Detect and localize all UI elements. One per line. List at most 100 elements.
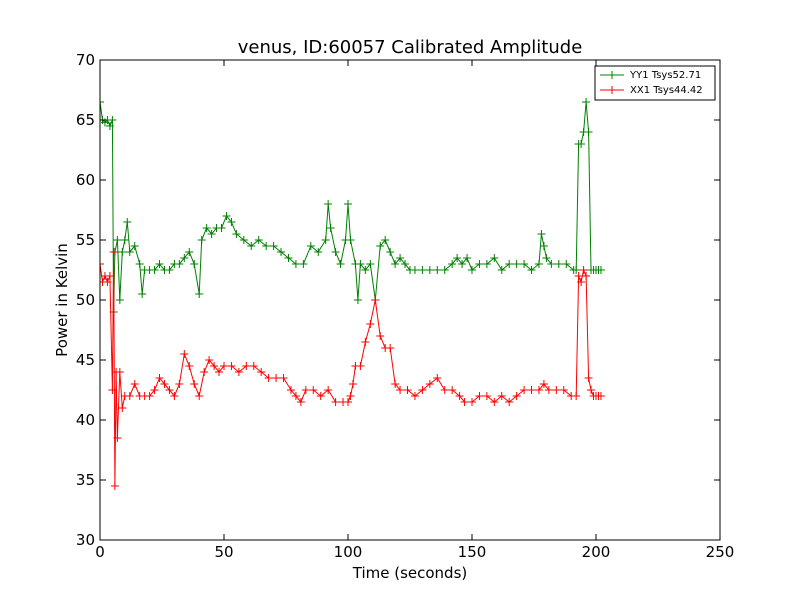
data-point [577, 278, 586, 286]
data-point [468, 398, 476, 406]
data-point [577, 140, 586, 148]
data-point [125, 392, 134, 400]
data-point [324, 386, 333, 394]
data-point [537, 230, 546, 238]
data-point [527, 386, 536, 394]
data-point [205, 356, 214, 364]
data-point [490, 398, 499, 406]
y-tick-label: 70 [76, 51, 95, 69]
data-point [324, 200, 333, 208]
data-point [520, 386, 529, 394]
data-point [376, 332, 385, 340]
data-point [410, 392, 419, 400]
data-point [105, 272, 114, 280]
data-point [433, 266, 442, 274]
plot-area [100, 98, 605, 490]
data-point [155, 260, 164, 268]
data-point [195, 290, 204, 298]
data-point [596, 392, 605, 400]
plot-frame [99, 59, 721, 541]
data-point [539, 242, 548, 250]
data-point [448, 386, 457, 394]
data-point [100, 98, 104, 106]
data-point [371, 296, 380, 304]
data-point [220, 362, 228, 370]
data-point [579, 266, 588, 274]
data-point [232, 230, 241, 238]
data-point [279, 374, 288, 382]
data-point [100, 260, 104, 268]
data-point [105, 122, 114, 130]
data-point [460, 398, 469, 406]
axis-ticks: 0 50 100 150 200 250 30 35 40 45 50 55 60 65 70 [76, 51, 734, 561]
data-point [291, 260, 300, 268]
data-point [316, 392, 325, 400]
data-point [505, 260, 514, 268]
data-point [344, 398, 352, 406]
data-point [118, 404, 127, 412]
data-point [269, 242, 278, 250]
data-point [356, 260, 365, 268]
y-axis-label: Power in Kelvin [53, 243, 71, 357]
data-point [448, 260, 457, 268]
data-point [410, 266, 419, 274]
data-point [309, 386, 318, 394]
data-point [145, 392, 154, 400]
data-point [418, 266, 427, 274]
data-point [165, 266, 174, 274]
data-point [391, 380, 400, 388]
x-tick-label: 50 [214, 543, 233, 561]
data-point [356, 362, 365, 370]
legend-marker-yy1 [608, 71, 616, 79]
data-point [331, 248, 340, 256]
data-point [234, 368, 243, 376]
data-point [115, 296, 124, 304]
data-point [534, 386, 543, 394]
data-point [490, 254, 499, 262]
data-point [150, 386, 159, 394]
data-point [242, 362, 251, 370]
data-point [376, 242, 385, 250]
data-point [482, 392, 491, 400]
data-point [175, 260, 184, 268]
data-point [425, 380, 434, 388]
data-point [440, 386, 449, 394]
data-point [596, 266, 605, 274]
data-point [299, 260, 308, 268]
data-point [277, 248, 286, 256]
legend-box [594, 65, 716, 101]
data-point [207, 230, 216, 238]
data-point [366, 260, 375, 268]
data-point [247, 242, 256, 250]
data-point [587, 386, 596, 394]
data-point [403, 386, 412, 394]
data-point [386, 248, 395, 256]
legend-marker-xx1 [608, 86, 616, 94]
data-point [195, 392, 204, 400]
data-point [361, 338, 370, 346]
data-point [321, 236, 330, 244]
series-group [100, 98, 605, 490]
data-point [222, 212, 231, 220]
data-point [286, 386, 295, 394]
data-point [512, 392, 521, 400]
data-point [113, 434, 122, 442]
data-point [582, 98, 591, 106]
data-point [353, 296, 362, 304]
data-point [584, 128, 593, 136]
data-point [175, 380, 184, 388]
data-point [185, 248, 194, 256]
data-point [108, 386, 117, 394]
data-point [113, 236, 122, 244]
data-point [326, 224, 335, 232]
x-tick-label: 150 [458, 543, 487, 561]
data-point [344, 200, 352, 208]
data-point [190, 260, 199, 268]
data-point [103, 278, 112, 286]
data-point [197, 236, 206, 244]
data-point [272, 374, 281, 382]
legend: YY1 Tsys52.71 XX1 Tsys44.42 [594, 65, 716, 101]
data-point [301, 386, 310, 394]
data-point [180, 254, 189, 262]
data-point [468, 266, 476, 274]
